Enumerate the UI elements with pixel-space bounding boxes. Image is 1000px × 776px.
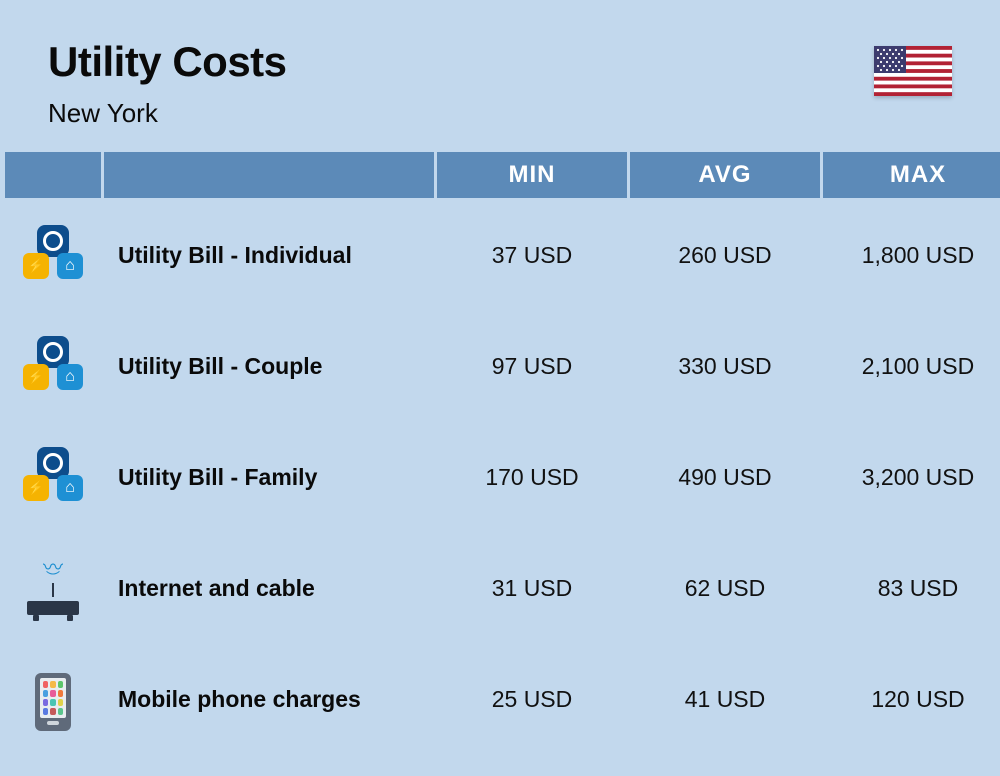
row-min: 25 USD (437, 645, 627, 753)
row-label: Internet and cable (104, 534, 434, 642)
row-icon-cell (5, 312, 101, 420)
row-avg: 41 USD (630, 645, 820, 753)
row-label: Utility Bill - Couple (104, 312, 434, 420)
row-label: Utility Bill - Family (104, 423, 434, 531)
table-row: Utility Bill - Couple97 USD330 USD2,100 … (5, 312, 1000, 420)
title-block: Utility Costs New York (48, 38, 287, 129)
phone-icon (35, 673, 71, 731)
us-flag-icon (874, 46, 952, 96)
row-avg: 62 USD (630, 534, 820, 642)
row-max: 83 USD (823, 534, 1000, 642)
utility-icon (23, 447, 83, 501)
row-min: 97 USD (437, 312, 627, 420)
col-min: MIN (437, 152, 627, 198)
router-icon: 〰︶ (24, 563, 82, 615)
col-label (104, 152, 434, 198)
row-max: 1,800 USD (823, 201, 1000, 309)
row-max: 2,100 USD (823, 312, 1000, 420)
row-avg: 490 USD (630, 423, 820, 531)
row-icon-cell: 〰︶ (5, 534, 101, 642)
table-header-row: MIN AVG MAX (5, 152, 1000, 198)
row-avg: 260 USD (630, 201, 820, 309)
row-icon-cell (5, 423, 101, 531)
col-avg: AVG (630, 152, 820, 198)
row-avg: 330 USD (630, 312, 820, 420)
page-title: Utility Costs (48, 38, 287, 86)
row-label: Mobile phone charges (104, 645, 434, 753)
table-row: Utility Bill - Family170 USD490 USD3,200… (5, 423, 1000, 531)
row-icon-cell (5, 201, 101, 309)
header: Utility Costs New York (0, 0, 1000, 149)
utility-icon (23, 336, 83, 390)
table-row: 〰︶ Internet and cable31 USD62 USD83 USD (5, 534, 1000, 642)
cost-table: MIN AVG MAX Utility Bill - Individual37 … (0, 149, 1000, 756)
row-min: 37 USD (437, 201, 627, 309)
col-max: MAX (823, 152, 1000, 198)
row-min: 170 USD (437, 423, 627, 531)
row-max: 120 USD (823, 645, 1000, 753)
row-max: 3,200 USD (823, 423, 1000, 531)
row-icon-cell (5, 645, 101, 753)
table-row: Utility Bill - Individual37 USD260 USD1,… (5, 201, 1000, 309)
row-min: 31 USD (437, 534, 627, 642)
page-subtitle: New York (48, 98, 287, 129)
row-label: Utility Bill - Individual (104, 201, 434, 309)
col-icon (5, 152, 101, 198)
table-row: Mobile phone charges25 USD41 USD120 USD (5, 645, 1000, 753)
utility-icon (23, 225, 83, 279)
